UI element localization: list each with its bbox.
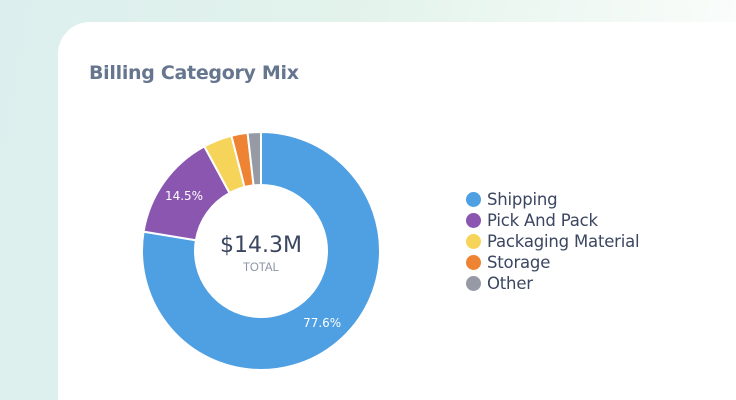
legend-dot-icon [466, 276, 481, 291]
legend: Shipping Pick And Pack Packaging Material S… [466, 189, 640, 294]
legend-label: Storage [487, 253, 551, 272]
chart-title: Billing Category Mix [89, 62, 299, 84]
legend-dot-icon [466, 255, 481, 270]
legend-item[interactable]: Storage [466, 252, 639, 273]
legend-dot-icon [466, 213, 481, 228]
slice-shipping[interactable] [141, 130, 381, 371]
center-value: $14.3M [220, 233, 302, 258]
slice-label: 77.6% [303, 316, 341, 330]
legend-dot-icon [466, 234, 481, 249]
legend-label: Packaging Material [487, 232, 640, 251]
legend-item[interactable]: Packaging Material [466, 231, 640, 252]
slice-label: 14.5% [165, 189, 203, 203]
legend-label: Shipping [487, 190, 558, 209]
legend-label: Other [487, 274, 533, 293]
legend-item[interactable]: Other [466, 273, 639, 294]
legend-item[interactable]: Shipping [466, 189, 639, 210]
legend-label: Pick And Pack [487, 211, 598, 230]
slice-other[interactable] [246, 130, 262, 187]
legend-item[interactable]: Pick And Pack [466, 210, 639, 231]
legend-dot-icon [466, 192, 481, 207]
center-label: TOTAL [243, 262, 280, 274]
